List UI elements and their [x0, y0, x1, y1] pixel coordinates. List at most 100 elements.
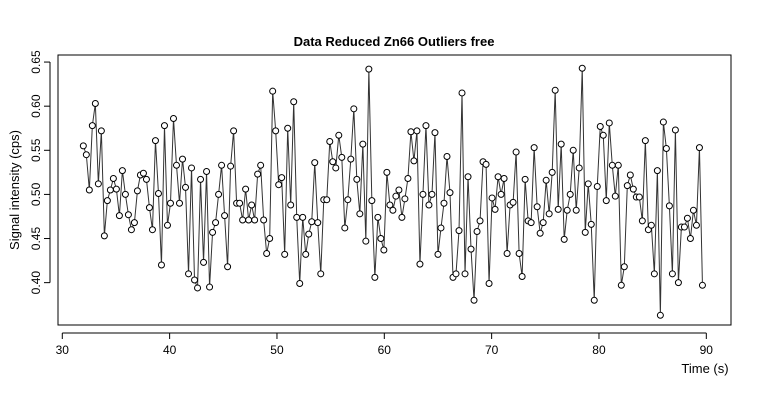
data-point — [266, 235, 274, 243]
data-point — [341, 224, 349, 232]
data-point — [599, 131, 607, 139]
data-point — [386, 201, 394, 209]
data-point — [395, 186, 403, 194]
y-tick-label: 0.60 — [29, 94, 43, 118]
data-point — [398, 213, 406, 221]
data-point — [623, 182, 631, 190]
data-point — [569, 146, 577, 154]
data-point — [169, 115, 177, 123]
data-point — [431, 129, 439, 137]
data-point — [182, 183, 190, 191]
data-point — [602, 197, 610, 205]
data-point — [344, 196, 352, 204]
data-point — [509, 198, 517, 206]
data-point — [539, 219, 547, 227]
data-point — [293, 213, 301, 221]
data-point — [674, 279, 682, 287]
data-point — [557, 140, 565, 148]
data-point — [365, 65, 373, 73]
data-point — [518, 272, 526, 280]
x-tick-label: 40 — [163, 343, 177, 357]
data-point — [476, 217, 484, 225]
data-point — [106, 186, 114, 194]
data-point — [443, 152, 451, 160]
x-axis-label: Time (s) — [681, 361, 728, 376]
data-point — [491, 205, 499, 213]
data-point — [275, 181, 283, 189]
data-point — [323, 196, 331, 204]
data-point — [482, 160, 490, 168]
data-point — [452, 270, 460, 278]
data-point — [377, 235, 385, 243]
data-point — [383, 168, 391, 176]
data-point — [329, 158, 337, 166]
data-point — [374, 213, 382, 221]
data-point — [112, 185, 120, 193]
data-point — [191, 276, 199, 284]
chart-title: Data Reduced Zn66 Outliers free — [294, 34, 495, 49]
data-point — [614, 161, 622, 169]
data-point — [296, 280, 304, 288]
data-point — [464, 173, 472, 181]
data-point — [215, 190, 223, 198]
data-point — [94, 180, 102, 188]
data-point — [536, 229, 544, 237]
data-point — [212, 219, 220, 227]
data-point — [305, 230, 313, 238]
data-point — [581, 228, 589, 236]
data-point — [656, 311, 664, 319]
data-point — [638, 217, 646, 225]
data-point — [425, 201, 433, 209]
y-tick-label: 0.55 — [29, 138, 43, 162]
data-point — [335, 131, 343, 139]
data-point — [680, 223, 688, 231]
data-point — [263, 250, 271, 258]
data-point — [139, 169, 147, 177]
data-point — [590, 296, 598, 304]
data-point — [635, 193, 643, 201]
data-point — [503, 250, 511, 258]
data-point — [109, 175, 117, 183]
data-point — [269, 87, 277, 95]
data-point — [317, 270, 325, 278]
data-point — [584, 180, 592, 188]
data-point — [245, 216, 253, 224]
data-point — [347, 155, 355, 163]
data-point — [689, 206, 697, 214]
data-point — [458, 89, 466, 97]
data-point — [515, 250, 523, 258]
data-point — [272, 127, 280, 135]
data-point — [194, 284, 202, 292]
x-tick-label: 30 — [56, 343, 70, 357]
data-point — [362, 237, 370, 245]
data-point — [209, 228, 217, 236]
data-point — [157, 261, 165, 269]
data-point — [587, 220, 595, 228]
data-point — [548, 168, 556, 176]
data-point — [371, 273, 379, 281]
y-axis-label: Signal intensity (cps) — [7, 130, 22, 250]
data-point — [148, 226, 156, 234]
data-point — [575, 164, 583, 172]
data-point — [356, 210, 364, 218]
x-tick-label: 60 — [378, 343, 392, 357]
data-point — [160, 122, 168, 130]
data-point — [596, 122, 604, 130]
data-point — [100, 232, 108, 240]
data-point — [88, 122, 96, 130]
data-point — [242, 185, 250, 193]
data-point — [166, 199, 174, 207]
data-point — [380, 246, 388, 254]
x-tick-label: 70 — [485, 343, 499, 357]
data-point — [311, 159, 319, 167]
data-point — [350, 105, 358, 113]
data-point — [554, 205, 562, 213]
data-point — [239, 216, 247, 224]
data-point — [248, 201, 256, 209]
data-point — [698, 281, 706, 289]
data-point — [593, 182, 601, 190]
data-point — [665, 202, 673, 210]
data-point — [608, 161, 616, 169]
data-point — [572, 206, 580, 214]
data-point — [647, 221, 655, 229]
